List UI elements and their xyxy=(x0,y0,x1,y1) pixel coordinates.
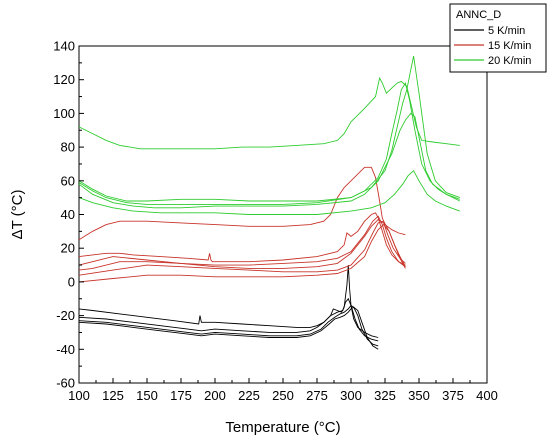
series-line-5 xyxy=(78,212,406,266)
x-tick-label: 150 xyxy=(136,388,158,403)
series-line-9 xyxy=(78,223,406,283)
series-line-4 xyxy=(78,166,406,241)
y-tick-label: 100 xyxy=(53,106,75,121)
x-tick-label: 350 xyxy=(408,388,430,403)
x-tick-label: 300 xyxy=(340,388,362,403)
series-lines xyxy=(78,56,460,350)
legend-entry-label: 15 K/min xyxy=(488,40,531,52)
x-tick-label: 200 xyxy=(204,388,226,403)
legend-title: ANNC_D xyxy=(456,9,501,21)
y-tick-label: 80 xyxy=(61,140,75,155)
series-line-8 xyxy=(78,220,406,276)
y-tick-label: 120 xyxy=(53,72,75,87)
legend-entry-label: 20 K/min xyxy=(488,55,531,67)
y-tick-label: -40 xyxy=(56,342,75,357)
y-tick-label: 60 xyxy=(61,173,75,188)
y-tick-label: -60 xyxy=(56,376,75,391)
series-line-11 xyxy=(78,81,460,202)
y-tick-label: 40 xyxy=(61,207,75,222)
x-tick-label: 250 xyxy=(272,388,294,403)
y-tick-label: 0 xyxy=(68,274,75,289)
x-tick-label: 100 xyxy=(68,388,90,403)
series-line-12 xyxy=(78,56,460,205)
series-line-7 xyxy=(78,219,406,269)
x-tick-label: 275 xyxy=(306,388,328,403)
axis-ticks xyxy=(78,45,488,384)
series-line-6 xyxy=(78,215,406,271)
tick-labels: 100 125 150 175 200 225 250 275 300 325 350 375 400-… xyxy=(53,39,498,404)
x-tick-label: 175 xyxy=(170,388,192,403)
x-tick-label: 125 xyxy=(102,388,124,403)
x-tick-label: 225 xyxy=(238,388,260,403)
x-axis-title: Temperature (°C) xyxy=(225,419,340,436)
legend-entry-label: 5 K/min xyxy=(488,25,525,37)
series-line-2 xyxy=(78,304,379,347)
legend-entries: 5 K/min 15 K/min 20 K/min xyxy=(454,25,531,67)
series-line-13 xyxy=(78,112,460,209)
x-tick-label: 325 xyxy=(374,388,396,403)
y-tick-label: -20 xyxy=(56,308,75,323)
x-tick-label: 400 xyxy=(476,388,498,403)
series-line-14 xyxy=(78,169,460,215)
x-tick-label: 375 xyxy=(442,388,464,403)
series-line-1 xyxy=(78,297,379,342)
y-tick-label: 140 xyxy=(53,39,75,54)
legend-box xyxy=(449,3,547,73)
series-line-3 xyxy=(78,306,379,350)
y-tick-label: 20 xyxy=(61,241,75,256)
series-line-10 xyxy=(78,76,460,150)
y-axis-title: ΔT (°C) xyxy=(9,190,26,240)
legend: ANNC_D 5 K/min 15 K/min 20 K/min xyxy=(449,3,547,73)
